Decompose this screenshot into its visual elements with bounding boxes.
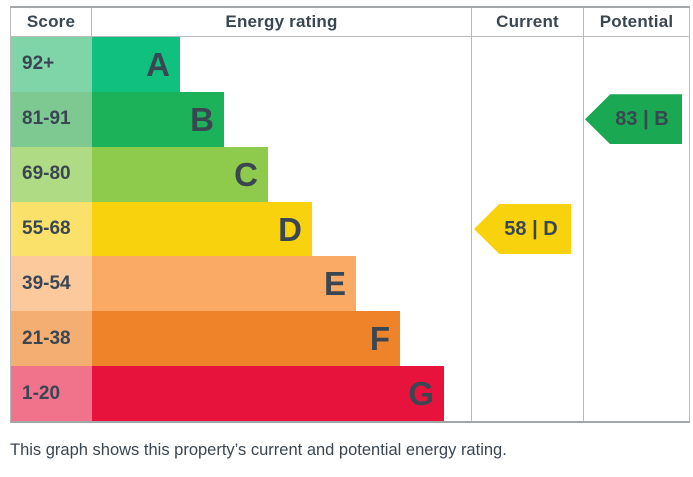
bar-cell-b: B bbox=[92, 91, 472, 147]
header-current: Current bbox=[472, 8, 584, 37]
rating-letter-d: D bbox=[278, 210, 302, 248]
graph-caption: This graph shows this property’s current… bbox=[10, 441, 507, 459]
current-cell-f bbox=[472, 311, 584, 367]
potential-cell-a bbox=[584, 37, 689, 92]
score-range-f: 21-38 bbox=[11, 311, 92, 367]
bar-cell-g: G bbox=[92, 366, 472, 422]
bar-cell-e: E bbox=[92, 256, 472, 312]
rating-bar-d: D bbox=[92, 201, 312, 257]
rating-letter-a: A bbox=[146, 45, 170, 83]
rating-bar-e: E bbox=[92, 256, 356, 312]
bar-cell-f: F bbox=[92, 311, 472, 367]
current-cell-a bbox=[472, 37, 584, 92]
score-range-b: 81-91 bbox=[11, 91, 92, 147]
rating-bar-g: G bbox=[92, 366, 444, 422]
current-cell-b bbox=[472, 91, 584, 147]
rating-letter-c: C bbox=[234, 155, 258, 193]
score-range-d: 55-68 bbox=[11, 201, 92, 257]
potential-cell-d bbox=[584, 202, 689, 257]
current-cell-d: 58 | D bbox=[472, 201, 584, 257]
current-cell-g bbox=[472, 366, 584, 422]
energy-rating-table: Score Energy rating Current Potential 92… bbox=[10, 6, 690, 424]
rating-letter-g: G bbox=[408, 375, 434, 413]
potential-rating-marker: 83 | B bbox=[585, 94, 682, 145]
header-potential: Potential bbox=[584, 8, 689, 37]
score-range-a: 92+ bbox=[11, 37, 92, 92]
potential-cell-c bbox=[584, 147, 689, 202]
rating-letter-b: B bbox=[190, 100, 214, 138]
bar-cell-d: D bbox=[92, 201, 472, 257]
current-cell-c bbox=[472, 146, 584, 202]
potential-cell-e bbox=[584, 256, 689, 311]
header-energy-rating: Energy rating bbox=[92, 8, 472, 37]
potential-cell-f bbox=[584, 311, 689, 366]
potential-cell-g bbox=[584, 366, 689, 421]
rating-letter-f: F bbox=[369, 320, 390, 358]
current-cell-e bbox=[472, 256, 584, 312]
current-rating-marker: 58 | D bbox=[474, 204, 571, 254]
potential-cell-b: 83 | B bbox=[584, 92, 689, 147]
bar-cell-c: C bbox=[92, 146, 472, 202]
rating-bar-c: C bbox=[92, 146, 268, 202]
score-range-g: 1-20 bbox=[11, 366, 92, 422]
bar-cell-a: A bbox=[92, 37, 472, 92]
rating-bar-a: A bbox=[92, 37, 180, 92]
rating-bar-f: F bbox=[92, 311, 400, 367]
rating-bar-b: B bbox=[92, 91, 224, 147]
rating-letter-e: E bbox=[323, 265, 346, 303]
header-score: Score bbox=[11, 8, 92, 37]
score-range-e: 39-54 bbox=[11, 256, 92, 312]
score-range-c: 69-80 bbox=[11, 146, 92, 202]
